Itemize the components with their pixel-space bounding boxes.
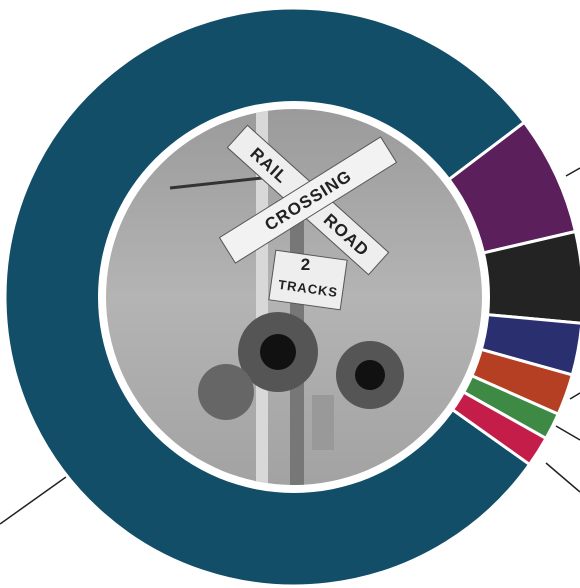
sign-text: 2 bbox=[301, 255, 311, 274]
light bbox=[198, 364, 254, 420]
arm bbox=[169, 176, 263, 190]
leader-line bbox=[545, 462, 580, 493]
light bbox=[355, 360, 385, 390]
leader-line bbox=[0, 476, 67, 525]
leader-line bbox=[555, 425, 580, 441]
photo: RAIL ROAD CROSSING 2 TRACKS bbox=[106, 109, 482, 485]
leader-line bbox=[565, 167, 580, 177]
box bbox=[312, 395, 334, 450]
light bbox=[260, 334, 296, 370]
leader-lines bbox=[0, 167, 580, 525]
pole bbox=[256, 109, 268, 485]
tracks-sign bbox=[268, 249, 348, 311]
leader-line bbox=[569, 392, 580, 400]
